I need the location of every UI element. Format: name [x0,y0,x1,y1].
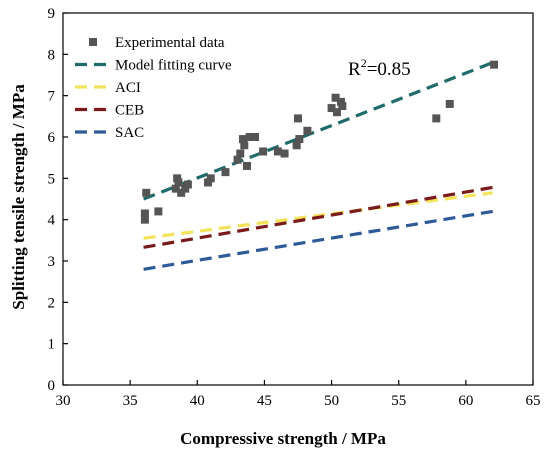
y-tick-label: 0 [48,378,56,394]
plot-border [62,12,534,386]
series-line-aci [143,191,493,240]
data-point [259,147,268,156]
legend-label-experimental-data: Experimental data [115,35,225,51]
data-point [221,168,230,177]
data-point [177,188,186,197]
y-tick-label: 7 [48,89,56,105]
r-squared-annotation: R2=0.85 [348,56,411,80]
fit-lines [142,61,494,271]
data-point [490,60,499,69]
y-tick-label: 2 [48,295,56,311]
r-squared-base: R [348,59,361,80]
r-squared-rest: =0.85 [367,59,411,80]
legend-label-model-fitting-curve: Model fitting curve [115,58,232,74]
data-point [204,178,213,187]
data-point [273,147,282,156]
scatter-points [140,60,499,224]
x-tick-label: 30 [56,393,71,409]
data-point [336,97,345,106]
legend-label-sac: SAC [115,125,144,141]
data-point [140,215,149,224]
x-tick-label: 55 [391,393,406,409]
x-tick-label: 50 [324,393,339,409]
y-tick-label: 8 [48,47,56,63]
data-point [236,149,245,158]
series-line-sac [143,209,493,271]
data-point [154,207,163,216]
x-tick-label: 45 [257,393,272,409]
data-point [240,141,249,150]
data-point [295,135,304,144]
y-axis-ticks: 0 1 2 3 4 5 6 7 8 9 [48,6,68,394]
y-tick-label: 1 [48,337,56,353]
data-point [174,178,183,187]
legend: Experimental data Model fitting curve ACI C… [75,35,232,141]
y-tick-label: 5 [48,171,56,187]
x-tick-label: 40 [190,393,205,409]
y-tick-label: 9 [48,6,56,22]
data-point [206,174,215,183]
y-tick-label: 6 [48,130,56,146]
data-point [338,102,347,110]
data-point [173,174,182,183]
legend-swatch-experimental-data [89,38,97,46]
plot-frame [62,12,534,386]
data-point [171,184,180,193]
x-axis-title: Compressive strength / MPa [180,429,386,448]
data-point [332,108,341,117]
series-line-model-fitting-curve [142,61,494,201]
legend-label-ceb: CEB [115,103,144,119]
data-point [432,114,441,123]
series-line-ceb [143,185,493,249]
data-point [242,161,251,170]
data-point [142,188,151,197]
data-point [331,93,340,102]
data-point [445,99,454,108]
data-point [280,149,289,158]
y-axis-title: Splitting tensile strength / MPa [9,84,28,310]
r-squared-sup: 2 [361,56,367,70]
y-tick-label: 4 [48,213,56,229]
data-point [245,133,254,141]
data-point [327,104,336,113]
x-tick-label: 65 [526,393,541,409]
data-point [233,155,242,164]
data-point [303,126,312,135]
data-point [181,184,190,193]
data-point [294,114,302,123]
data-point [238,135,247,144]
x-axis-ticks: 30 35 40 45 50 55 60 65 [56,380,541,409]
x-tick-label: 35 [123,393,138,409]
data-point [251,133,260,141]
x-tick-label: 60 [458,393,473,409]
data-point [183,180,192,189]
y-tick-label: 3 [48,254,56,270]
data-point [140,209,149,218]
legend-label-aci: ACI [115,80,141,96]
data-point [292,141,301,150]
